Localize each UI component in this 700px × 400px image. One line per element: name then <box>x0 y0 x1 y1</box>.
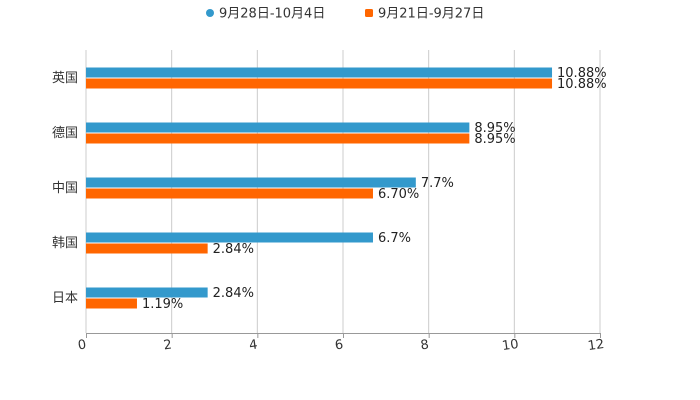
x-tick-labels: 0 2 4 6 8 10 12 <box>77 337 605 354</box>
category-label-3: 韩国 <box>52 236 78 251</box>
value-label-s0-3: 6.7% <box>378 231 411 246</box>
bar-s1-4[interactable] <box>86 298 137 309</box>
bar-s0-3[interactable] <box>86 232 373 243</box>
bar-s0-4[interactable] <box>86 287 208 298</box>
value-label-s1-3: 2.84% <box>213 242 254 257</box>
x-tick-label-2: 2 <box>163 337 173 353</box>
x-tick-label-0: 0 <box>77 337 87 353</box>
axes <box>86 333 601 338</box>
bar-s0-1[interactable] <box>86 122 470 133</box>
bar-s1-3[interactable] <box>86 243 208 254</box>
bar-s0-0[interactable] <box>86 67 553 78</box>
value-label-s0-1: 8.95% <box>474 121 515 136</box>
category-label-1: 德国 <box>52 126 78 141</box>
category-label-4: 日本 <box>52 291 78 306</box>
bar-s0-2[interactable] <box>86 177 416 188</box>
bar-s1-2[interactable] <box>86 188 373 199</box>
value-label-s0-4: 2.84% <box>213 286 254 301</box>
bar-s1-0[interactable] <box>86 78 553 89</box>
x-tick-label-4: 4 <box>248 337 258 353</box>
x-tick-label-6: 6 <box>334 337 344 353</box>
legend: 9月28日-10月4日 9月21日-9月27日 <box>206 7 484 22</box>
legend-label-1: 9月21日-9月27日 <box>378 7 484 22</box>
value-label-s0-0: 10.88% <box>557 66 607 81</box>
bars <box>86 67 553 309</box>
value-labels: 10.88%10.88% 8.95%8.95% 7.7%6.70% 6.7% 2.84%… <box>142 66 607 312</box>
x-tick-label-8: 8 <box>420 337 430 353</box>
x-tick-label-10: 10 <box>501 337 519 354</box>
value-label-s0-2: 7.7% <box>421 176 454 191</box>
category-label-2: 中国 <box>52 181 78 196</box>
x-tick-label-12: 12 <box>587 337 605 354</box>
value-label-s1-4: 1.19% <box>142 297 183 312</box>
category-label-0: 英国 <box>52 71 78 86</box>
bar-s1-1[interactable] <box>86 133 470 144</box>
value-label-s1-2: 6.70% <box>378 187 419 202</box>
legend-label-0: 9月28日-10月4日 <box>219 7 325 22</box>
value-label-s1-0: 10.88% <box>557 77 607 92</box>
value-label-s1-1: 8.95% <box>474 132 515 147</box>
legend-marker-0 <box>206 9 214 17</box>
legend-marker-1 <box>365 9 373 17</box>
